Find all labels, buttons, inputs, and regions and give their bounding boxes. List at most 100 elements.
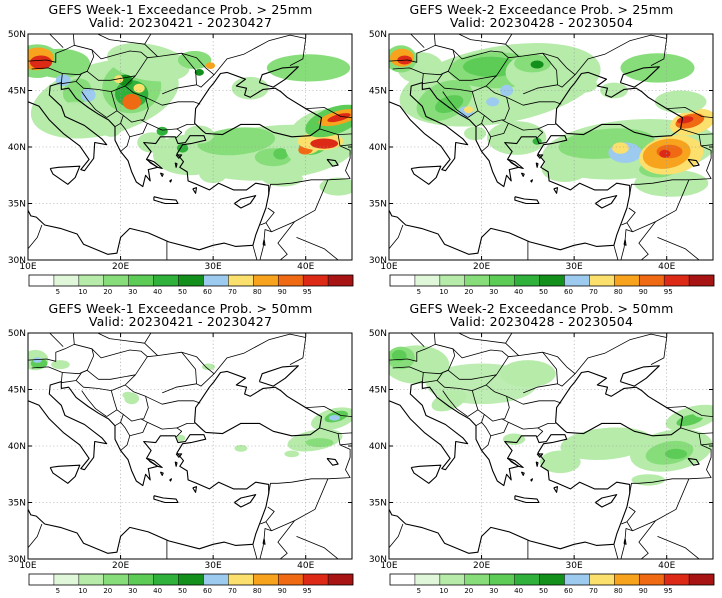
coastline [28, 381, 270, 554]
probability-blob [29, 55, 53, 70]
lat-tick-label: 50N [369, 30, 387, 40]
colorbar-label: 95 [664, 587, 673, 595]
border-line [389, 523, 404, 548]
lon-tick-label: 20E [112, 561, 129, 571]
coastline [377, 113, 385, 131]
probability-blob [319, 177, 352, 196]
border-line [475, 409, 485, 427]
colorbar-label: 5 [417, 288, 421, 296]
border-line [86, 348, 148, 380]
coastline [326, 457, 339, 466]
lat-tick-label: 40N [369, 442, 387, 452]
coastline [530, 478, 534, 482]
graticule [28, 333, 352, 559]
colorbar-label: 30 [128, 587, 137, 595]
border-line [481, 115, 509, 138]
border-line [176, 124, 195, 130]
lat-tick-label: 35N [8, 200, 26, 210]
coastline [536, 154, 544, 159]
colorbar-swatch [539, 574, 565, 585]
coastline [520, 471, 525, 476]
coastline [535, 461, 539, 467]
border-line [114, 110, 124, 128]
probability-blob [659, 149, 671, 158]
coastline [258, 66, 299, 88]
colorbar: 5 10 20 30 40 50 60 70 80 90 95 [28, 573, 354, 595]
border-line [28, 224, 43, 249]
border-line [638, 520, 656, 559]
lat-tick-label: 50N [369, 329, 387, 339]
border-line [114, 409, 124, 427]
border-line [457, 333, 506, 344]
colorbar-swatch [564, 574, 590, 585]
coastline [389, 381, 631, 554]
border-line [252, 245, 258, 260]
border-line [523, 383, 558, 394]
colorbar-label: 60 [203, 288, 212, 296]
colorbar-label: 20 [103, 288, 112, 296]
coastline [530, 179, 534, 183]
coastline [555, 370, 684, 437]
border-line [657, 536, 700, 559]
colorbar-label: 5 [56, 587, 60, 595]
border-line [265, 478, 329, 532]
colorbar: 5 10 20 30 40 50 60 70 80 90 95 [28, 274, 354, 296]
colorbar-label: 50 [178, 587, 187, 595]
lon-tick-label: 10E [19, 561, 36, 571]
colorbar-label: 90 [278, 288, 287, 296]
border-line [106, 390, 118, 417]
lon-tick-label: 40E [658, 561, 675, 571]
panel-title: GEFS Week-2 Exceedance Prob. > 50mm [409, 301, 674, 316]
colorbar-label: 80 [614, 288, 623, 296]
probability-blob [122, 391, 134, 399]
border-line [472, 85, 487, 92]
coastline [153, 495, 179, 504]
lon-tick-label: 10E [19, 262, 36, 272]
colorbar-label: 10 [439, 587, 448, 595]
panel-title: GEFS Week-2 Exceedance Prob. > 25mm [409, 2, 674, 17]
border-line [151, 23, 153, 31]
colorbar-label: 95 [303, 587, 312, 595]
probability-blob [184, 125, 215, 144]
probability-blob [102, 123, 121, 137]
coastline [49, 165, 81, 185]
axis-ticks [388, 332, 713, 560]
border-line [512, 322, 514, 330]
probability-blob [677, 116, 694, 124]
probability-blob [122, 93, 141, 110]
colorbar-swatch [78, 574, 104, 585]
coastline [553, 187, 559, 194]
coastline [553, 486, 559, 493]
border-line [111, 85, 126, 92]
colorbar-label: 90 [639, 587, 648, 595]
panel-title: GEFS Week-1 Exceedance Prob. > 25mm [48, 2, 313, 17]
probability-blob [664, 448, 688, 459]
lat-tick-label: 35N [369, 200, 387, 210]
coastline [535, 162, 539, 168]
panel-week1-25mm: GEFS Week-1 Exceedance Prob. > 25mm Vali… [0, 0, 361, 299]
border-line [296, 237, 339, 260]
probability-blob [231, 160, 260, 175]
border-line [260, 207, 275, 226]
lon-tick-label: 20E [473, 262, 490, 272]
border-line [144, 342, 215, 387]
colorbar-swatch [589, 275, 615, 286]
coastline [326, 158, 339, 167]
probability-blob [194, 69, 204, 76]
border-line [111, 384, 126, 391]
coastlines [28, 365, 339, 554]
colorbar-swatch [514, 574, 540, 585]
border-line [305, 406, 352, 434]
probability-blob [305, 438, 334, 448]
border-line [508, 56, 519, 59]
coastline [28, 82, 270, 255]
border-line [176, 423, 195, 429]
country-borders [389, 34, 713, 260]
panel-title: GEFS Week-1 Exceedance Prob. > 50mm [48, 301, 313, 316]
colorbar-swatch [78, 275, 104, 286]
probability-blob [541, 157, 588, 183]
border-line [475, 110, 485, 128]
coastline [623, 239, 627, 246]
border-line [392, 366, 424, 383]
